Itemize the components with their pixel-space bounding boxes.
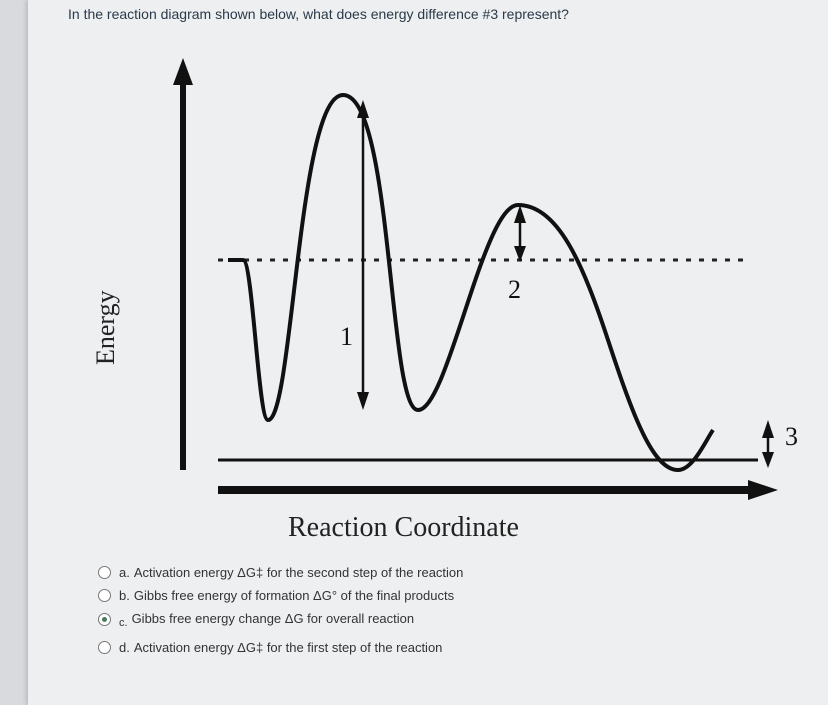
y-axis-arrowhead (173, 58, 193, 85)
label-2: 2 (508, 275, 521, 304)
energy-diagram: 1 2 3 Energy (88, 40, 788, 520)
option-b-text: Gibbs free energy of formation ΔG° of th… (134, 588, 454, 603)
option-b[interactable]: b. Gibbs free energy of formation ΔG° of… (98, 588, 778, 603)
option-a-text: Activation energy ΔG‡ for the second ste… (134, 565, 464, 580)
arrow-2-head-up (514, 205, 526, 223)
option-a[interactable]: a. Activation energy ΔG‡ for the second … (98, 565, 778, 580)
x-axis-label: Reaction Coordinate (288, 512, 519, 544)
radio-c[interactable] (98, 613, 111, 626)
option-d[interactable]: d. Activation energy ΔG‡ for the first s… (98, 640, 778, 655)
option-b-prefix: b. (119, 588, 130, 603)
option-c[interactable]: c. Gibbs free energy change ΔG for overa… (98, 611, 778, 626)
label-1: 1 (340, 322, 353, 351)
diagram-svg: 1 2 3 (88, 40, 828, 510)
radio-a[interactable] (98, 566, 111, 579)
radio-b[interactable] (98, 589, 111, 602)
label-3: 3 (785, 422, 798, 451)
question-text: In the reaction diagram shown below, wha… (68, 6, 569, 22)
radio-d[interactable] (98, 641, 111, 654)
page-container: In the reaction diagram shown below, wha… (28, 0, 828, 705)
x-axis-arrowhead (748, 480, 778, 500)
option-c-text: Gibbs free energy change ΔG for overall … (132, 611, 415, 626)
y-axis-label: Energy (91, 290, 121, 365)
reaction-curve (228, 95, 713, 470)
arrow-3-head-down (762, 452, 774, 468)
answer-options: a. Activation energy ΔG‡ for the second … (98, 565, 778, 663)
arrow-2-head-down (514, 246, 526, 262)
arrow-1-head-down (357, 392, 369, 410)
option-d-text: Activation energy ΔG‡ for the first step… (134, 640, 443, 655)
option-a-prefix: a. (119, 565, 130, 580)
arrow-3-head-up (762, 420, 774, 438)
option-d-prefix: d. (119, 640, 130, 655)
option-c-prefix: c. (119, 617, 128, 629)
